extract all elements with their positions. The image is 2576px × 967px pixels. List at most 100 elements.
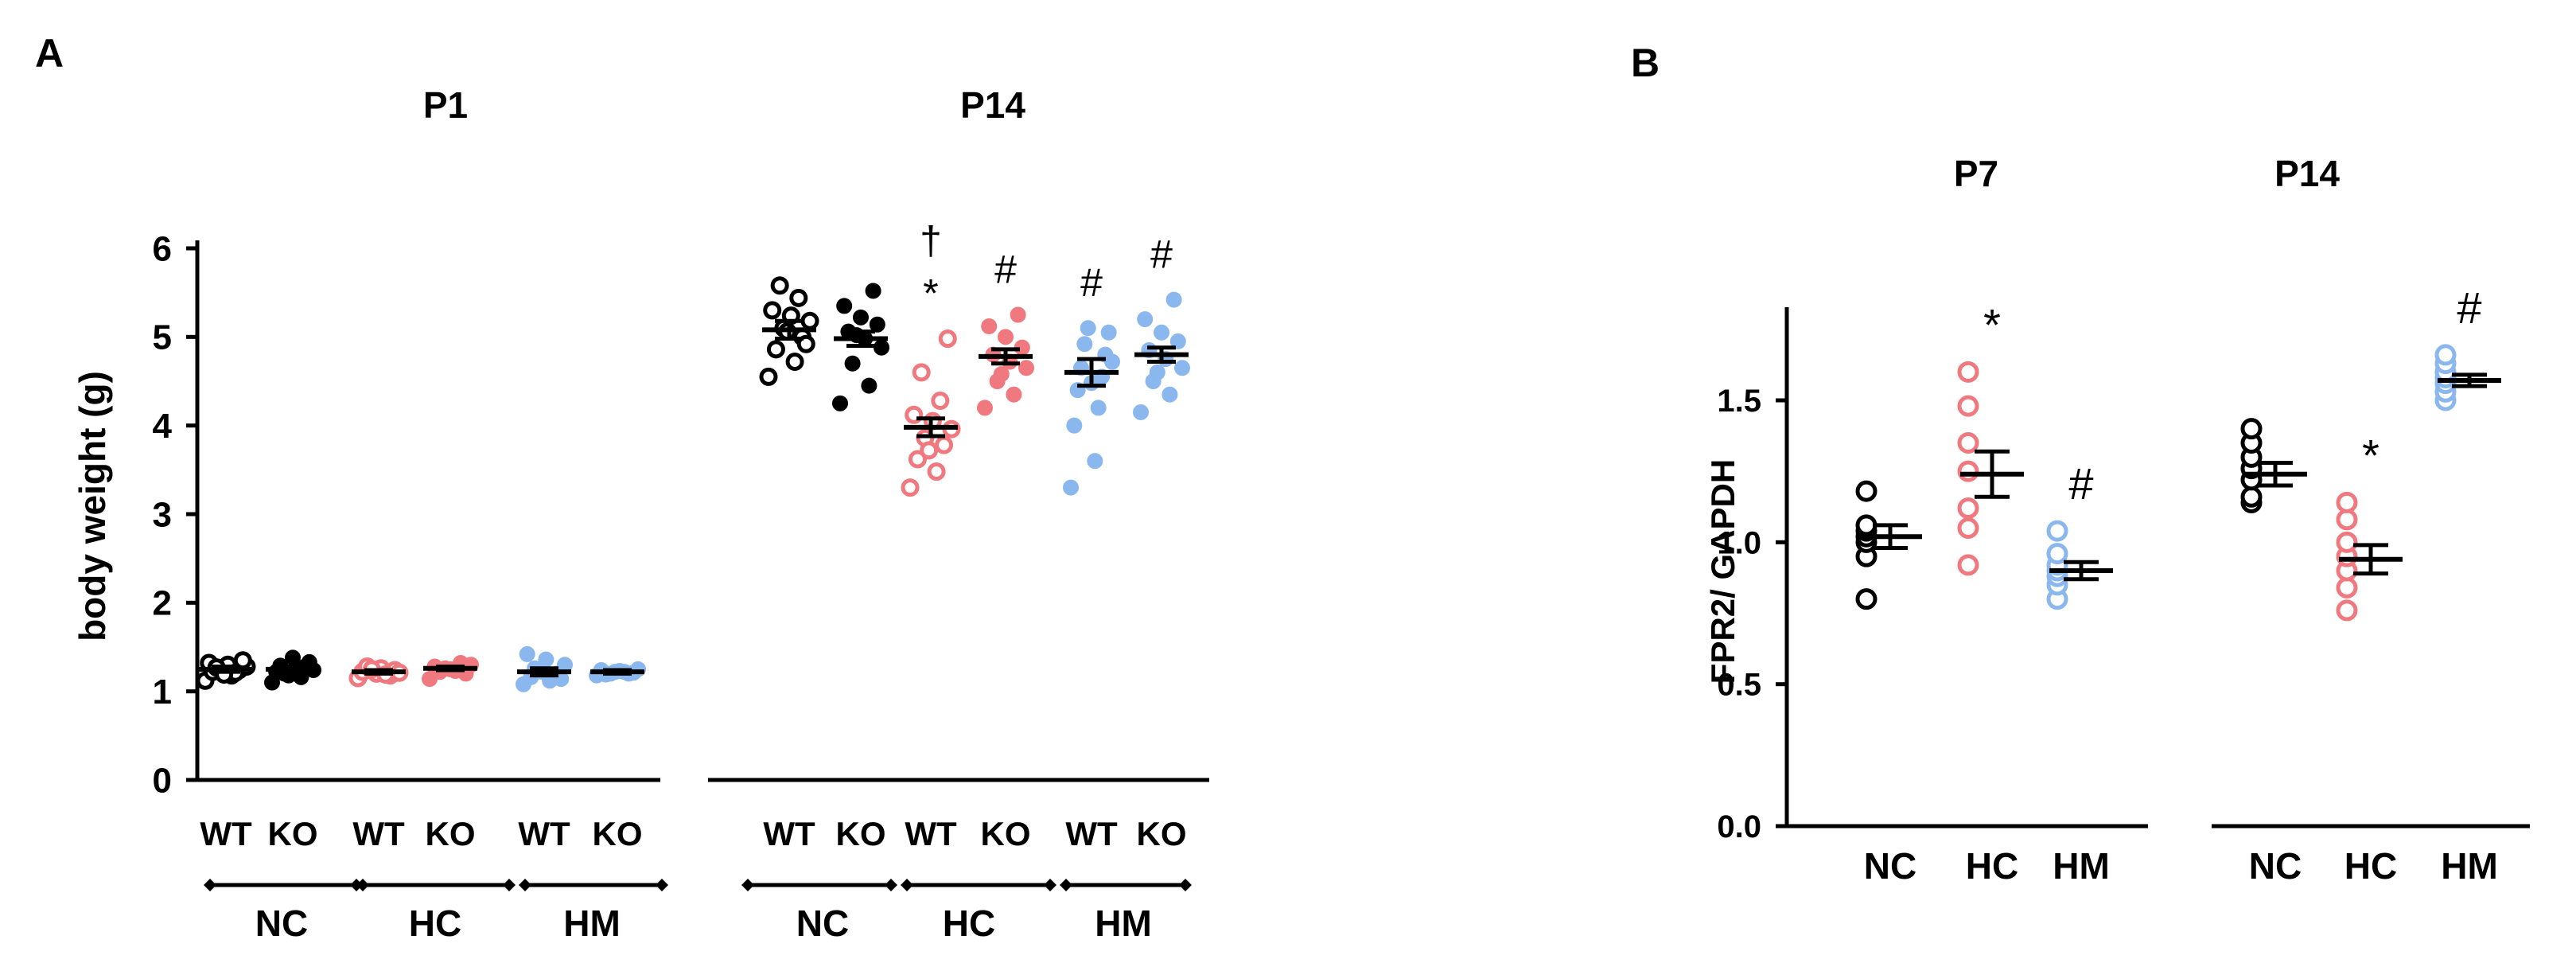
panel-a-category-label: KO — [1137, 815, 1187, 852]
panel-a-data-point — [1063, 479, 1079, 496]
panel-a-bracket-end — [1179, 879, 1192, 891]
panel-b-data-point — [1957, 432, 1979, 454]
panel-label-b: B — [1631, 41, 1660, 85]
panel-a-data-point — [1162, 386, 1178, 403]
panel-a-data-point — [763, 301, 782, 320]
panel-a-category-label: WT — [905, 815, 957, 852]
panel-a-category-label: WT — [352, 815, 405, 852]
panel-b-data-point — [1957, 554, 1979, 576]
panel-a-data-point — [836, 298, 853, 314]
panel-b-data-point — [1855, 588, 1878, 610]
panel-a-data-point — [789, 288, 808, 307]
panel-b-ytick-label: 0.5 — [1717, 668, 1761, 703]
panel-a-data-point — [1018, 360, 1034, 376]
panel-a-data-point — [832, 395, 848, 411]
panel-a-data-point — [1104, 353, 1120, 370]
panel-b-category-label: HM — [2441, 845, 2498, 887]
panel-a-condition-hm-2: HM — [1095, 903, 1152, 944]
panel-a-bracket-end — [519, 879, 531, 891]
panel-b-significance-mark: * — [2362, 430, 2379, 480]
panel-b-data-point — [1957, 395, 1979, 417]
panel-a-data-point — [853, 309, 869, 326]
panel-a-data-point — [1006, 386, 1022, 403]
panel-a-category-label: KO — [593, 815, 643, 852]
panel-b-data-point — [2336, 576, 2358, 599]
panel-b-data-point — [1855, 480, 1878, 502]
panel-a-data-point — [981, 318, 998, 334]
panel-b-data-point — [2240, 418, 2263, 440]
panel-a-data-point — [1076, 336, 1093, 353]
panel-a-bracket-end — [901, 879, 913, 891]
panel-a-group-title-p1: P1 — [423, 84, 468, 126]
panel-a-data-point — [770, 276, 789, 295]
panel-a-category-label: WT — [1065, 815, 1118, 852]
panel-b-category-label: HM — [2053, 845, 2110, 887]
panel-a-condition-hc-1: HC — [409, 903, 461, 944]
panel-a-data-point — [1133, 404, 1149, 420]
panel-a-ytick-label: 4 — [153, 407, 173, 446]
panel-a-data-point — [993, 366, 1010, 383]
panel-a-data-point — [759, 367, 778, 386]
panel-a-data-point — [869, 316, 885, 333]
panel-b-data-point — [1957, 517, 1979, 539]
panel-b-category-label: HC — [1966, 845, 2018, 887]
panel-a-significance-mark: # — [994, 248, 1017, 292]
panel-a-bracket-end — [741, 879, 754, 891]
panel-a-bracket-end — [1044, 879, 1056, 891]
panel-a-data-point — [1080, 320, 1096, 337]
panel-a-data-point — [1010, 306, 1026, 323]
panel-a-bracket-end — [356, 879, 369, 891]
panel-a-data-point — [844, 355, 861, 372]
panel-b-data-point — [2046, 543, 2068, 565]
panel-a-bracket-end — [656, 879, 668, 891]
panel-b-chart: 0.0 0.5 1.0 1.5 NC HC * HM # NC HC * HM # — [1717, 283, 2530, 887]
panel-a-significance-mark: † — [920, 219, 942, 263]
panel-a-data-point — [785, 353, 804, 372]
panel-b-data-point — [1957, 497, 1979, 520]
panel-a-significance-mark: # — [1150, 232, 1173, 277]
panel-a-bracket-end — [1060, 879, 1072, 891]
panel-a-data-point — [912, 363, 931, 382]
panel-a-category-label: WT — [763, 815, 815, 852]
panel-a-data-point — [519, 645, 535, 662]
panel-b-category-label: NC — [1864, 845, 1916, 887]
panel-b-group-title-p14: P14 — [2274, 153, 2340, 194]
panel-a-bracket-end — [885, 879, 897, 891]
panel-a-data-point — [1090, 400, 1107, 416]
panel-a-condition-hm-1: HM — [563, 903, 621, 944]
panel-a-ylabel: body weight (g) — [72, 371, 113, 641]
panel-b-data-point — [1855, 514, 1878, 536]
panel-b-data-point — [2336, 599, 2358, 622]
panel-a-data-point — [1100, 324, 1117, 341]
panel-a-data-point — [1066, 417, 1083, 434]
panel-a-significance-mark: * — [923, 271, 938, 316]
panel-b-data-point — [2046, 520, 2068, 542]
panel-a-condition-nc-1: NC — [255, 903, 308, 944]
panel-b-data-point — [2336, 531, 2358, 553]
panel-a-data-point — [935, 435, 954, 454]
panel-a-category-label: KO — [981, 815, 1031, 852]
panel-a-data-point — [766, 340, 785, 359]
panel-b-data-point — [1957, 460, 1979, 482]
panel-b-ytick-label: 0.0 — [1717, 809, 1761, 844]
panel-a-data-point — [977, 400, 993, 416]
panel-a-category-label: KO — [268, 815, 318, 852]
panel-a-data-point — [1174, 360, 1190, 376]
panel-b-significance-mark: * — [1983, 299, 2001, 349]
panel-b-category-label: HC — [2344, 845, 2397, 887]
panel-a-data-point — [908, 450, 927, 469]
panel-a-data-point — [800, 311, 819, 330]
panel-b-data-point — [2336, 491, 2358, 513]
panel-b-ylabel: FPR2/ GAPDH — [1704, 459, 1741, 684]
panel-a-data-point — [1149, 364, 1165, 380]
panel-a-data-point — [1154, 324, 1169, 341]
panel-b-data-point — [1957, 361, 1979, 383]
panel-a-ytick-label: 3 — [153, 495, 172, 534]
panel-a-data-point — [938, 329, 957, 349]
panel-a-significance-mark: # — [1080, 260, 1103, 305]
panel-a-ytick-label: 1 — [153, 673, 172, 712]
panel-a-data-point — [1087, 453, 1103, 470]
panel-b-ytick-label: 1.0 — [1717, 525, 1761, 560]
panel-b-data-point — [2240, 485, 2263, 508]
